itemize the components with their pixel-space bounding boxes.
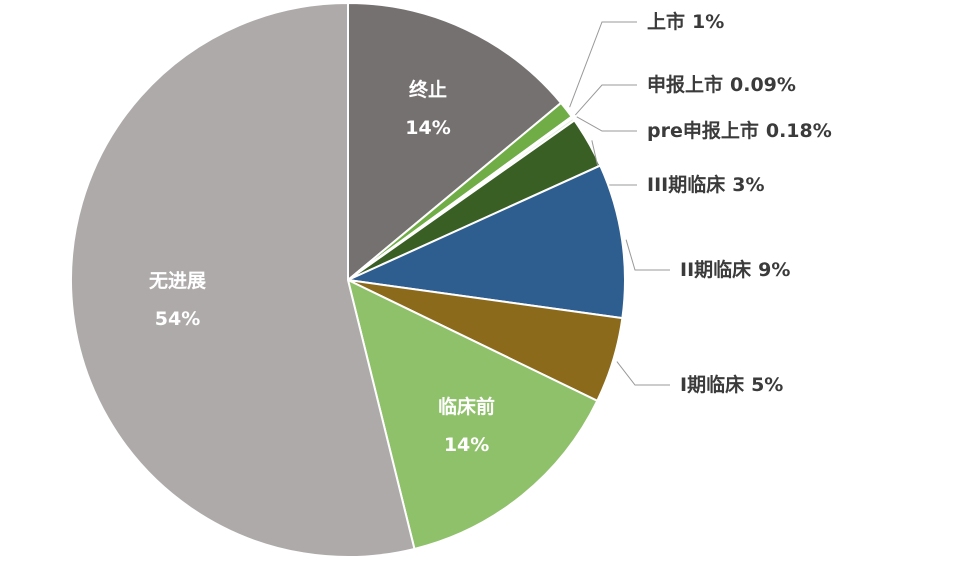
slice-name: 无进展 [149,270,206,292]
slice-name: 申报上市 [647,73,723,96]
leader-line [616,361,670,386]
pie-slice [347,1,563,283]
leader-line [569,21,637,108]
pie-slice [344,164,626,320]
slice-label: I期临床 5% [680,373,783,396]
slice-name: II期临床 [680,258,751,281]
slice-name: 临床前 [438,395,495,418]
slice-value-label: 14% [405,117,450,139]
slice-label: pre申报上市 0.18% [647,119,832,142]
slice-name: 终止 [409,78,447,101]
slice-value-label: 3% [732,174,764,196]
slice-label: II期临床 9% [680,258,790,281]
slice-name: III期临床 [647,173,725,196]
slice-value-label: 0.09% [730,74,796,96]
slice-name: 上市 [647,10,685,33]
slice-name: I期临床 [680,373,744,396]
slice-label: III期临床 3% [647,173,764,196]
slice-value-label: 9% [758,259,790,281]
slice-name: pre申报上市 [647,119,759,142]
pie-slice [70,1,416,558]
leader-line [575,84,637,116]
slice-value-label: 54% [155,308,200,330]
leader-line [576,116,637,132]
slice-label: 申报上市 0.09% [647,73,796,96]
slice-value-label: 5% [751,374,783,396]
slice-label: 上市 1% [647,10,724,33]
slice-value-label: 0.18% [766,120,832,142]
slice-value-label: 14% [444,434,489,456]
slice-value-label: 1% [692,11,724,33]
leader-line [625,239,670,271]
pie-slice [346,278,599,551]
